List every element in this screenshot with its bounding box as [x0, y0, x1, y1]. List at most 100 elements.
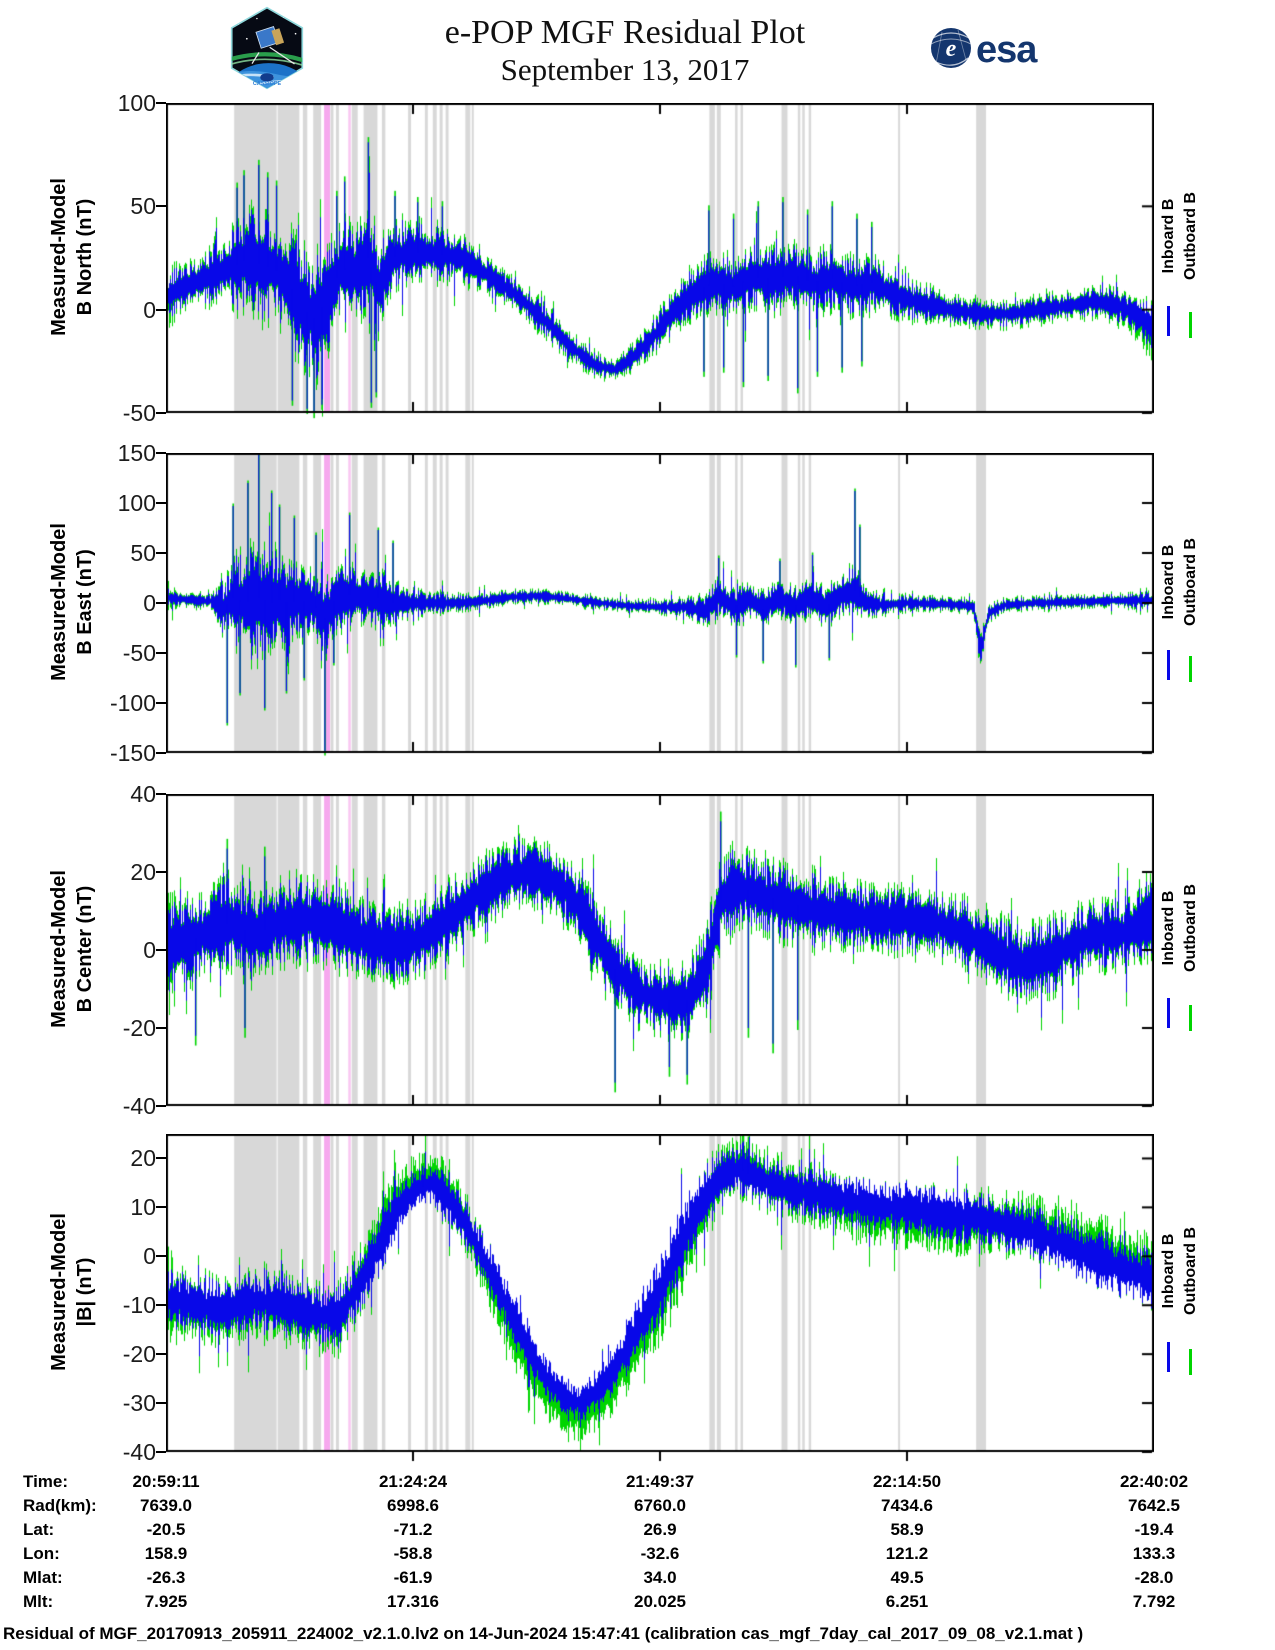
legend-inboard-marker: [1167, 998, 1170, 1029]
patch-aurora-arc: [231, 52, 303, 68]
table-cell: -61.9: [393, 1568, 433, 1587]
table-row-label-time: Time:: [23, 1472, 69, 1491]
axis-label-line1: Measured-Model: [48, 870, 70, 1028]
y-tick-mark: [156, 552, 166, 554]
y-tick-label: -150: [109, 740, 156, 766]
panel-b-east-axis-label: Measured-Model B East (nT): [46, 452, 98, 752]
legend-outboard-label: Outboard B: [1182, 538, 1199, 626]
table-cell: 17.316: [387, 1592, 439, 1611]
panel-b-east-plot: [166, 453, 1154, 765]
y-tick-mark: [156, 793, 166, 795]
legend-outboard-marker: [1189, 1004, 1192, 1031]
y-tick-label: 50: [130, 193, 156, 220]
table-cell: 58.9: [890, 1520, 924, 1539]
figure-title-block: e-POP MGF Residual Plot September 13, 20…: [320, 14, 930, 88]
table-cell: -26.3: [146, 1568, 186, 1587]
table-cell: 121.2: [885, 1544, 929, 1563]
y-tick-label: 100: [117, 490, 156, 516]
legend-outboard-label: Outboard B: [1182, 1226, 1199, 1315]
y-tick-label: -20: [122, 1341, 156, 1368]
legend-inboard-label: Inboard B: [1160, 198, 1177, 274]
y-tick-mark: [156, 1451, 166, 1453]
y-tick-label: 50: [130, 540, 156, 566]
table-cell: 7434.6: [881, 1496, 933, 1515]
axis-label-line2: B East (nT): [74, 549, 96, 655]
legend-outboard-label: Outboard B: [1182, 884, 1199, 973]
table-cell: 20.025: [634, 1592, 686, 1611]
legend-outboard-marker: [1189, 1348, 1192, 1375]
table-cell: 26.9: [643, 1520, 677, 1539]
y-tick-mark: [156, 308, 166, 311]
y-tick-mark: [156, 1105, 166, 1107]
axis-label-line1: Measured-Model: [48, 178, 70, 336]
table-cell: 6998.6: [387, 1496, 439, 1515]
y-tick-mark: [156, 602, 166, 604]
table-cell: 158.9: [144, 1544, 188, 1563]
axis-label-line1: Measured-Model: [48, 1213, 70, 1371]
footer-provenance-text: Residual of MGF_20170913_205911_224002_v…: [3, 1624, 1084, 1643]
y-tick-label: -10: [122, 1292, 156, 1319]
axis-label-line2: B Center (nT): [74, 885, 96, 1013]
y-tick-label: 100: [117, 90, 156, 116]
y-tick-label: 0: [143, 937, 156, 963]
y-tick-label: 150: [117, 440, 156, 466]
y-tick-label: 20: [130, 859, 156, 885]
y-tick-label: 20: [130, 1145, 156, 1172]
y-tick-mark: [156, 1353, 166, 1356]
y-tick-mark: [156, 1157, 166, 1160]
y-tick-label: -30: [122, 1390, 156, 1417]
y-tick-mark: [156, 412, 166, 414]
table-cell: 7.792: [1132, 1592, 1176, 1611]
esa-wordmark: esa: [976, 29, 1038, 71]
y-tick-mark: [156, 702, 166, 704]
y-tick-label: -100: [109, 690, 156, 716]
y-tick-label: -40: [122, 1093, 156, 1119]
legend-outboard-marker: [1189, 312, 1192, 339]
y-tick-mark: [156, 502, 166, 504]
table-cell: 20:59:11: [132, 1472, 200, 1491]
table-cell: -20.5: [146, 1520, 186, 1539]
svg-text:e: e: [946, 36, 957, 62]
panel-b-magnitude-axis-label: Measured-Model |B| (nT): [46, 1133, 98, 1451]
y-tick-mark: [156, 1206, 166, 1209]
y-tick-mark: [156, 1027, 166, 1029]
y-tick-mark: [156, 1255, 166, 1258]
table-cell: 6.251: [885, 1592, 929, 1611]
legend-inboard-marker: [1167, 306, 1170, 337]
table-cell: 7642.5: [1128, 1496, 1180, 1515]
y-tick-label: -50: [122, 640, 156, 666]
table-cell: 21:49:37: [625, 1472, 695, 1491]
y-tick-mark: [156, 205, 166, 208]
y-tick-mark: [156, 871, 166, 873]
cassiope-mission-patch-logo: CASSIOPE: [230, 6, 304, 90]
axis-label-line2: B North (nT): [74, 198, 96, 316]
legend-inboard-marker: [1167, 1342, 1170, 1373]
table-cell: 6760.0: [634, 1496, 686, 1515]
table-cell: 22:40:02: [1119, 1472, 1189, 1491]
table-cell: -28.0: [1134, 1568, 1174, 1587]
y-tick-label: 10: [130, 1194, 156, 1221]
esa-globe-icon: e: [930, 28, 972, 68]
y-tick-mark: [156, 949, 166, 951]
table-row-label-radkm: Rad(km):: [23, 1496, 97, 1515]
legend-inboard-marker: [1167, 649, 1170, 680]
table-cell: 133.3: [1132, 1544, 1176, 1563]
table-row-label-mlat: Mlat:: [23, 1568, 63, 1587]
table-cell: 22:14:50: [872, 1472, 942, 1491]
figure-date-subtitle: September 13, 2017: [500, 52, 750, 87]
figure-title: e-POP MGF Residual Plot: [444, 14, 806, 51]
y-tick-label: 0: [143, 1243, 156, 1270]
table-cell: 7.925: [144, 1592, 188, 1611]
panel-b-center-axis-label: Measured-Model B Center (nT): [46, 793, 98, 1105]
panel-b-north-plot: [166, 103, 1154, 425]
y-tick-mark: [156, 1304, 166, 1307]
legend-outboard-label: Outboard B: [1182, 192, 1199, 281]
legend-inboard-label: Inboard B: [1160, 544, 1177, 620]
table-row-label-lat: Lat:: [23, 1520, 55, 1539]
y-tick-label: -50: [122, 400, 156, 426]
panel-b-center-plot: [166, 794, 1154, 1118]
table-cell: -19.4: [1134, 1520, 1174, 1539]
table-cell: 34.0: [643, 1568, 677, 1587]
y-tick-mark: [156, 102, 166, 104]
